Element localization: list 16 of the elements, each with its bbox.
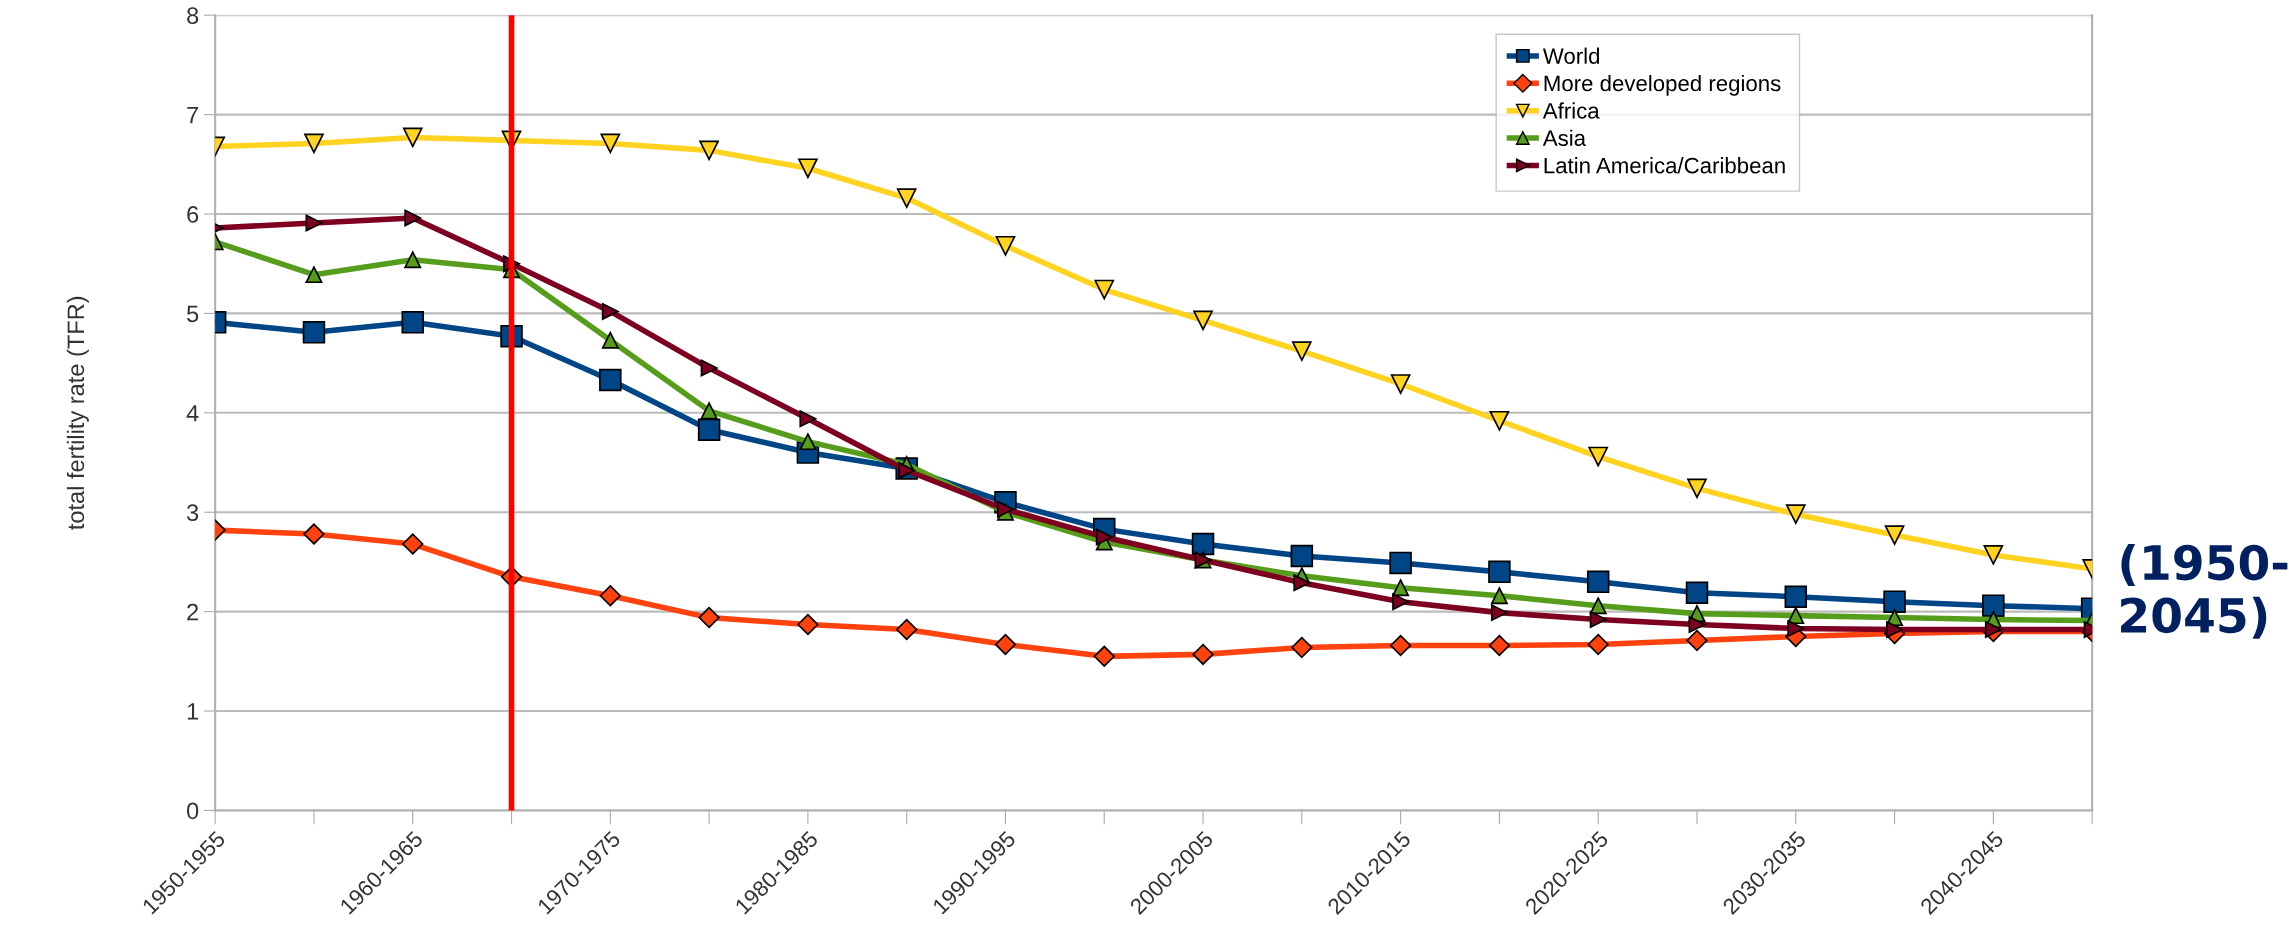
legend-label: Africa bbox=[1542, 102, 1600, 119]
y-tick-label: 6 bbox=[187, 206, 199, 223]
y-tick-label: 1 bbox=[187, 703, 199, 720]
y-tick-label: 4 bbox=[186, 405, 199, 422]
legend-label: More developed regions bbox=[1544, 74, 1781, 96]
y-axis-title: total fertility rate (TFR) bbox=[66, 296, 89, 530]
y-tick-label: 7 bbox=[187, 106, 199, 124]
y-tick-label: 8 bbox=[187, 7, 199, 24]
y-tick-label: 3 bbox=[186, 504, 199, 522]
text: (1950- 2045) bbox=[2121, 543, 2288, 639]
legend-label: Latin America/Caribbean bbox=[1544, 157, 1785, 174]
y-tick-label: 0 bbox=[186, 802, 199, 820]
y-tick-label: 2 bbox=[187, 603, 199, 621]
legend-label: Asia bbox=[1542, 129, 1587, 147]
y-tick-label: 5 bbox=[187, 305, 199, 323]
legend-label: World bbox=[1542, 47, 1600, 64]
